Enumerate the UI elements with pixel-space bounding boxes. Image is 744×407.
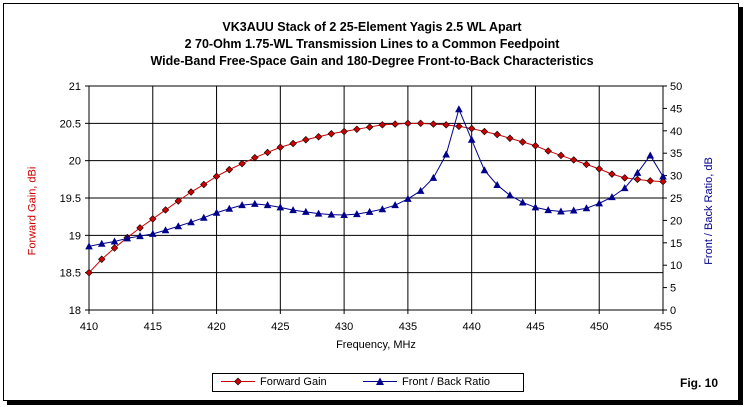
gain-point	[162, 207, 169, 214]
gain-point	[417, 120, 424, 127]
x-tick-label: 415	[144, 321, 162, 333]
fb-point	[481, 166, 489, 173]
legend: Forward Gain Front / Back Ratio	[212, 373, 524, 392]
y-right-tick-label: 50	[670, 81, 682, 93]
y-right-label-box: Front / Back Ratio, dB	[697, 151, 721, 271]
fb-point	[519, 198, 527, 205]
gain-point	[570, 157, 577, 164]
fb-point	[391, 201, 399, 208]
gain-point	[328, 130, 335, 137]
fb-line	[89, 109, 663, 246]
gain-point	[468, 125, 475, 132]
gain-point	[354, 126, 361, 133]
x-tick-label: 410	[80, 321, 98, 333]
x-tick-label: 450	[590, 321, 608, 333]
gain-point	[188, 189, 195, 196]
gain-point	[494, 131, 501, 138]
y-right-tick-label: 15	[670, 238, 682, 250]
gain-point	[341, 128, 348, 135]
legend-fb-swatch	[361, 375, 399, 388]
gain-point	[545, 148, 552, 155]
x-tick-label: 455	[654, 321, 672, 333]
x-tick-label: 445	[526, 321, 544, 333]
fb-point	[442, 151, 450, 158]
gain-point	[405, 120, 412, 127]
y-right-tick-label: 10	[670, 260, 682, 272]
gain-point	[443, 122, 450, 129]
gain-point	[149, 216, 156, 223]
gain-point	[392, 121, 399, 128]
y-left-label-box: Forward Gain, dBi	[20, 151, 44, 271]
y-right-tick-label: 35	[670, 148, 682, 160]
y-left-tick-label: 20	[69, 156, 81, 168]
gain-point	[277, 144, 284, 151]
gain-point	[609, 171, 616, 178]
gain-point	[519, 139, 526, 146]
gain-point	[634, 176, 641, 183]
y-right-tick-label: 25	[670, 193, 682, 205]
legend-gain-swatch	[219, 375, 257, 388]
gain-point	[596, 166, 603, 173]
gain-point	[175, 198, 182, 205]
gain-point	[456, 123, 463, 130]
gain-point	[213, 173, 220, 180]
fb-series	[85, 105, 667, 249]
y-left-tick-label: 18	[69, 305, 81, 317]
y-right-tick-label: 0	[670, 305, 676, 317]
y-left-tick-label: 18.5	[60, 268, 81, 280]
gain-point	[481, 128, 488, 135]
fb-point	[506, 191, 514, 198]
y-right-axis-label: Front / Back Ratio, dB	[703, 157, 715, 265]
y-right-tick-label: 30	[670, 171, 682, 183]
gain-point	[290, 140, 297, 147]
x-tick-label: 420	[207, 321, 225, 333]
x-tick-label: 440	[462, 321, 480, 333]
fb-point	[430, 174, 438, 181]
y-right-tick-label: 5	[670, 283, 676, 295]
gain-point	[366, 124, 373, 131]
gain-point	[226, 166, 233, 173]
fb-point	[468, 136, 476, 143]
legend-fb-label: Front / Back Ratio	[402, 376, 490, 388]
gain-point	[315, 133, 322, 140]
gain-point	[252, 154, 259, 161]
legend-item-gain: Forward Gain	[219, 375, 327, 388]
gain-point	[303, 136, 310, 143]
fb-point	[455, 105, 463, 112]
gain-point	[239, 160, 246, 167]
gain-point	[621, 175, 628, 182]
x-tick-label: 435	[399, 321, 417, 333]
y-left-tick-label: 21	[69, 81, 81, 93]
x-tick-label: 425	[271, 321, 289, 333]
y-right-tick-label: 40	[670, 126, 682, 138]
y-left-tick-label: 20.5	[60, 118, 81, 130]
legend-item-fb: Front / Back Ratio	[361, 375, 490, 388]
y-right-tick-label: 45	[670, 103, 682, 115]
fb-point	[251, 200, 259, 207]
grid-lines	[89, 86, 663, 310]
y-right-tick-label: 20	[670, 215, 682, 227]
y-left-tick-label: 19	[69, 230, 81, 242]
gain-point	[583, 161, 590, 168]
fb-point	[595, 199, 603, 206]
gain-point	[264, 149, 271, 156]
gain-point	[201, 181, 208, 188]
gain-point	[379, 122, 386, 129]
gain-point	[532, 142, 539, 149]
gain-point	[507, 135, 514, 142]
gain-point	[647, 178, 654, 185]
y-left-axis-label: Forward Gain, dBi	[26, 167, 38, 256]
y-left-tick-label: 19.5	[60, 193, 81, 205]
x-tick-label: 430	[335, 321, 353, 333]
figure-label: Fig. 10	[680, 376, 718, 390]
gain-point	[430, 121, 437, 128]
legend-gain-label: Forward Gain	[260, 376, 327, 388]
gain-point	[558, 152, 565, 159]
x-axis-label: Frequency, MHz	[336, 339, 416, 351]
fb-point	[646, 151, 654, 158]
fb-point	[608, 193, 616, 200]
